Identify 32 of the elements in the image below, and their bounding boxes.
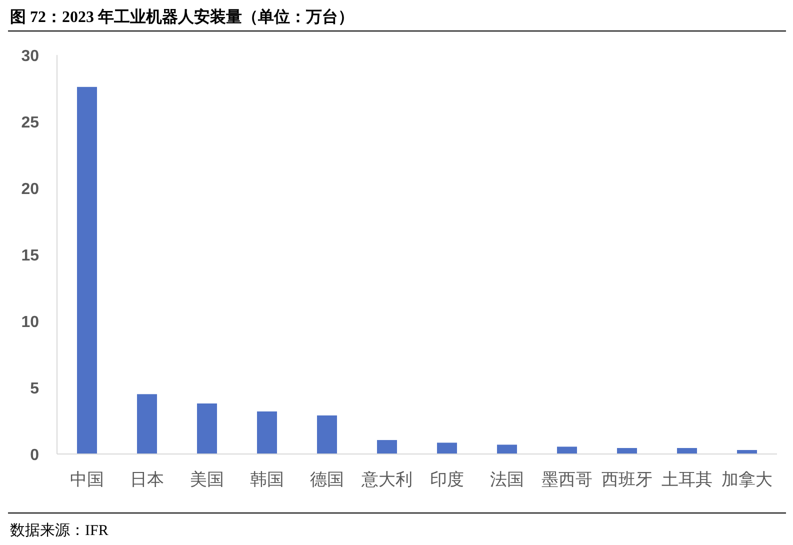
bar [197, 403, 217, 454]
bar [377, 440, 397, 454]
x-tick-label: 印度 [430, 470, 464, 489]
x-tick-label: 韩国 [250, 470, 284, 489]
y-tick-label: 30 [21, 48, 40, 65]
x-tick-label: 土耳其 [662, 470, 712, 489]
bar [137, 394, 157, 454]
bar [257, 411, 277, 454]
y-tick-label: 5 [30, 380, 40, 398]
x-tick-label: 意大利 [360, 470, 412, 489]
y-tick-label: 10 [21, 314, 40, 331]
x-tick-label: 墨西哥 [542, 470, 592, 489]
source-note: 数据来源：IFR [10, 522, 108, 539]
y-tick-label: 25 [21, 114, 40, 132]
x-tick-label: 中国 [70, 470, 104, 489]
bar [437, 442, 457, 454]
chart-title: 图 72：2023 年工业机器人安装量（单位：万台） [10, 7, 354, 26]
y-tick-label: 15 [21, 248, 40, 264]
bar [317, 415, 337, 454]
x-tick-label: 日本 [130, 470, 164, 489]
y-tick-label: 20 [21, 181, 40, 198]
bar [617, 448, 637, 454]
bar [77, 86, 97, 454]
x-tick-label: 西班牙 [602, 470, 652, 489]
x-tick-label: 法国 [490, 470, 524, 489]
bar [557, 446, 577, 454]
bar [497, 444, 517, 454]
y-tick-label: 0 [30, 447, 40, 464]
x-tick-label: 德国 [310, 470, 344, 489]
x-tick-label: 美国 [190, 470, 224, 489]
bar [677, 448, 697, 454]
x-tick-label: 加拿大 [722, 470, 772, 489]
